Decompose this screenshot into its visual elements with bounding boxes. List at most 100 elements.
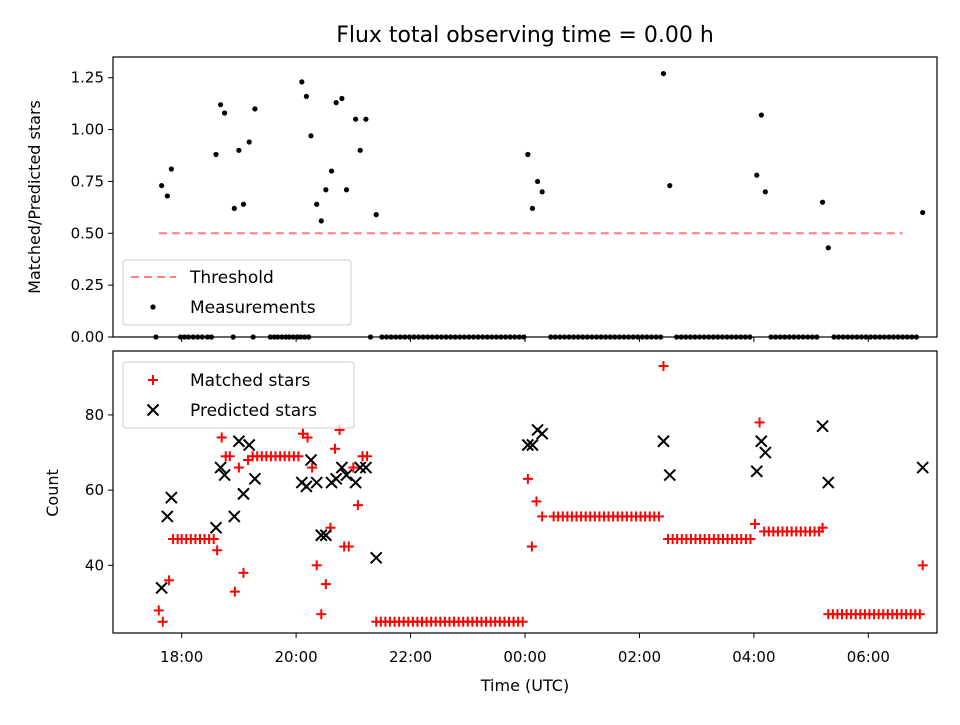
matched-star-point bbox=[517, 616, 528, 627]
predicted-star-point bbox=[329, 472, 343, 486]
matched-star-point bbox=[537, 511, 548, 522]
matched-star-point bbox=[917, 560, 928, 571]
matched-star-point bbox=[233, 462, 244, 473]
predicted-star-point-b bbox=[329, 472, 343, 486]
matched-star-point bbox=[352, 500, 363, 511]
top-y-tick-label: 0.75 bbox=[71, 172, 104, 190]
predicted-star-point-b bbox=[349, 476, 362, 489]
measurement-point bbox=[213, 151, 219, 158]
predicted-star-point-b bbox=[755, 435, 768, 448]
predicted-star-point bbox=[340, 468, 353, 482]
measurement-point bbox=[333, 100, 339, 106]
matched-star-point bbox=[153, 605, 164, 616]
matched-star-point bbox=[320, 579, 331, 590]
x-tick-label: 02:00 bbox=[618, 648, 661, 666]
measurement-point bbox=[299, 79, 305, 85]
predicted-star-point bbox=[663, 468, 676, 482]
predicted-star-point bbox=[359, 461, 373, 474]
matched-star-point bbox=[653, 511, 664, 522]
x-tick-label: 18:00 bbox=[160, 648, 203, 666]
predicted-star-point bbox=[209, 521, 223, 534]
matched-star-point bbox=[208, 534, 219, 544]
matched-star-point bbox=[157, 616, 168, 627]
predicted-star-point-b bbox=[526, 438, 539, 452]
matched-star-point bbox=[164, 575, 175, 586]
measurement-point bbox=[246, 139, 252, 145]
predicted-star-point bbox=[248, 472, 262, 486]
predicted-star-point bbox=[526, 438, 539, 452]
measurement-point bbox=[236, 147, 242, 153]
measurement-point bbox=[539, 189, 545, 195]
measurement-point bbox=[240, 201, 247, 207]
predicted-star-point-b bbox=[816, 419, 829, 433]
predicted-star-point-b bbox=[370, 551, 383, 565]
legend-predicted-swatch bbox=[146, 403, 160, 417]
top-y-tick-label: 0.00 bbox=[71, 328, 104, 346]
x-tick-label: 22:00 bbox=[389, 648, 432, 666]
measurement-point bbox=[762, 189, 768, 195]
predicted-star-point bbox=[755, 435, 768, 448]
matched-star-point bbox=[307, 462, 318, 473]
matched-star-point bbox=[526, 541, 537, 552]
top-y-tick-label: 1.00 bbox=[71, 121, 104, 139]
measurement-point bbox=[534, 178, 541, 185]
predicted-star-point-b bbox=[521, 438, 535, 452]
predicted-star-point-b bbox=[228, 510, 241, 523]
predicted-star-point bbox=[319, 529, 333, 542]
predicted-star-point bbox=[353, 461, 367, 474]
measurement-point bbox=[328, 168, 335, 174]
top-y-tick-label: 0.25 bbox=[71, 276, 104, 294]
measurement-point bbox=[159, 182, 165, 189]
matched-star-point bbox=[293, 451, 304, 462]
predicted-star-point-b bbox=[663, 468, 676, 482]
legend-measurements-label: Measurements bbox=[190, 298, 316, 318]
measurement-point bbox=[667, 182, 673, 189]
matched-star-point bbox=[817, 522, 828, 533]
predicted-star-point-b bbox=[359, 461, 373, 474]
predicted-star-point bbox=[232, 435, 246, 448]
top-legend: Threshold Measurements bbox=[122, 259, 352, 326]
measurement-point bbox=[357, 147, 363, 153]
matched-star-point bbox=[754, 417, 765, 428]
legend-predicted-label: Predicted stars bbox=[190, 401, 317, 421]
predicted-star-point-b bbox=[822, 476, 835, 489]
predicted-star-point-b bbox=[242, 438, 256, 452]
predicted-star-point-b bbox=[237, 487, 250, 501]
predicted-star-point bbox=[759, 446, 772, 459]
measurement-point bbox=[303, 93, 310, 100]
matched-star-point bbox=[238, 567, 249, 578]
matched-star-point bbox=[330, 443, 341, 454]
predicted-star-point bbox=[535, 427, 549, 440]
measurement-point bbox=[231, 205, 237, 212]
measurement-point bbox=[825, 245, 831, 251]
measurement-point bbox=[819, 199, 826, 205]
predicted-star-point bbox=[155, 581, 168, 595]
predicted-star-point bbox=[165, 491, 178, 504]
measurement-point bbox=[343, 187, 350, 193]
predicted-star-point bbox=[349, 476, 362, 489]
predicted-star-point bbox=[370, 551, 383, 565]
legend-threshold-label: Threshold bbox=[189, 268, 274, 288]
predicted-star-point-b bbox=[759, 446, 772, 459]
measurement-point bbox=[308, 133, 314, 139]
predicted-star-point-b bbox=[161, 510, 174, 523]
x-tick-label: 00:00 bbox=[503, 648, 546, 666]
matched-star-point bbox=[362, 451, 373, 462]
matched-star-point bbox=[229, 586, 240, 597]
top-axes: 0.00 0.25 0.50 0.75 1.00 1.25 Threshold Measure… bbox=[71, 56, 938, 346]
predicted-star-point bbox=[310, 476, 323, 489]
measurement-point bbox=[529, 205, 536, 212]
predicted-star-point bbox=[228, 510, 241, 523]
matched-star-point bbox=[212, 545, 223, 556]
predicted-star-point-b bbox=[750, 465, 763, 478]
measurement-point bbox=[339, 95, 345, 102]
bottom-y-tick-label: 60 bbox=[85, 481, 104, 499]
matched-star-point bbox=[750, 518, 761, 529]
predicted-star-point-b bbox=[340, 468, 353, 482]
matched-star-point bbox=[914, 609, 925, 620]
predicted-star-point bbox=[816, 419, 829, 433]
predicted-star-point-b bbox=[335, 461, 349, 474]
matched-star-point bbox=[522, 473, 533, 484]
